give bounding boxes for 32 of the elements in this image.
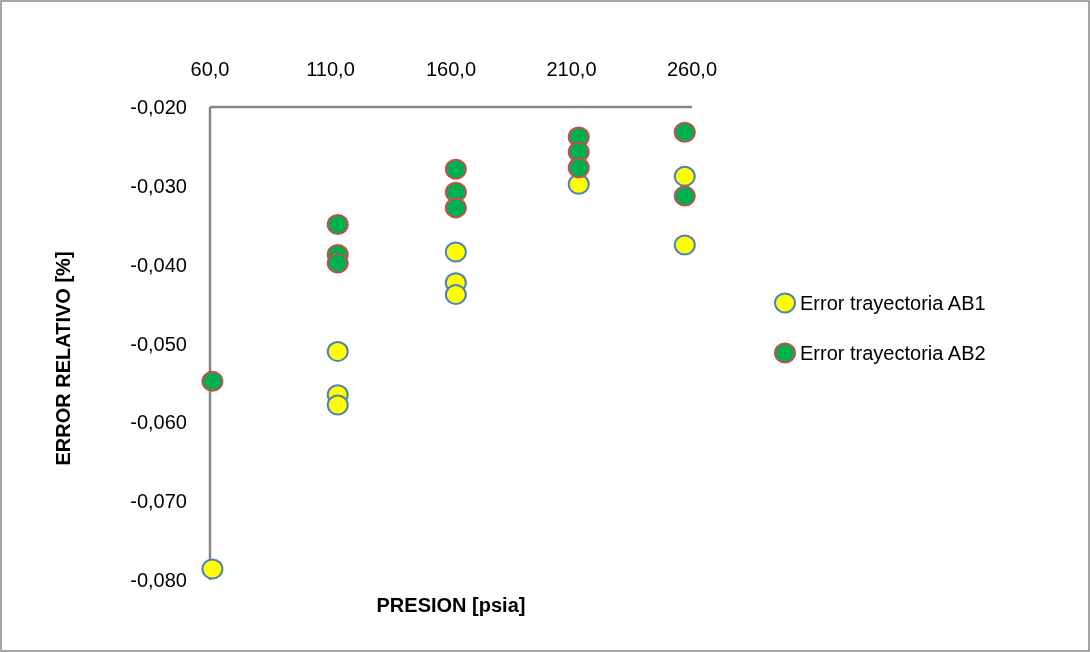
point xyxy=(326,213,349,235)
point xyxy=(567,157,590,179)
x-tick-label: 260,0 xyxy=(666,58,718,80)
legend-label: Error trayectoria AB2 xyxy=(800,342,986,364)
point xyxy=(326,252,349,274)
point xyxy=(326,340,349,362)
y-tick-label: -0,040 xyxy=(130,253,187,276)
y-tick-label: -0,080 xyxy=(130,569,187,591)
point xyxy=(444,284,467,306)
legend-label: Error trayectoria AB1 xyxy=(800,292,986,314)
y-tick-label: -0,070 xyxy=(130,490,187,513)
point xyxy=(326,394,349,416)
point xyxy=(444,241,467,263)
y-tick-label: -0,020 xyxy=(130,96,187,118)
point xyxy=(567,173,590,195)
x-axis-title: PRESION [psia] xyxy=(376,594,526,616)
point xyxy=(673,185,696,207)
x-tick-label: 160,0 xyxy=(425,58,477,80)
point xyxy=(201,370,224,392)
x-tick-label: 60,0 xyxy=(190,58,230,80)
y-tick-label: -0,030 xyxy=(130,174,187,197)
point xyxy=(673,234,696,256)
point xyxy=(673,121,696,143)
point xyxy=(201,558,224,580)
x-tick-label: 110,0 xyxy=(306,58,355,80)
point xyxy=(444,158,467,180)
y-axis-title: ERROR RELATIVO [%] xyxy=(52,251,74,466)
x-tick-label: 210,0 xyxy=(546,58,597,80)
y-tick-label: -0,060 xyxy=(130,411,187,434)
point xyxy=(673,165,696,187)
y-tick-label: -0,050 xyxy=(130,332,187,355)
point xyxy=(444,197,467,219)
